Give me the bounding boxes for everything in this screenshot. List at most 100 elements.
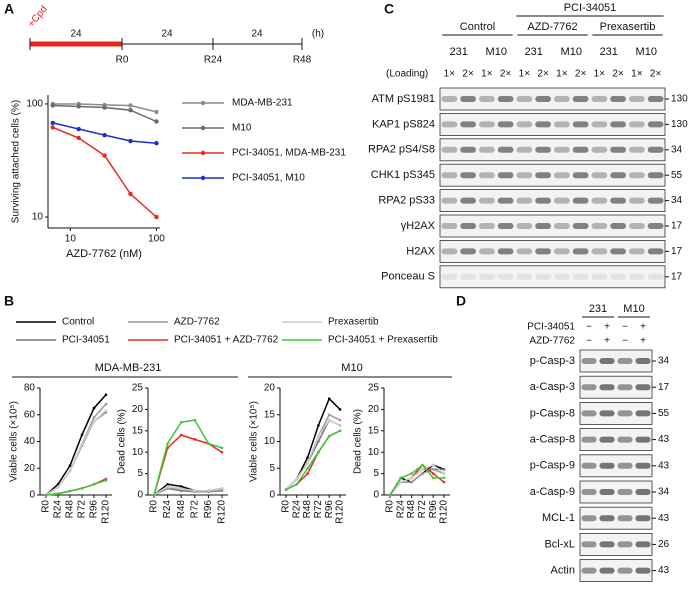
y-tick-label: 10 — [32, 212, 44, 223]
band — [629, 146, 645, 153]
y-tick-label: 0 — [373, 490, 379, 501]
band — [479, 172, 495, 179]
treatment-label: +Cpd — [26, 4, 50, 30]
group-header: Control — [460, 21, 495, 33]
mw-label: 130 — [671, 119, 688, 130]
legend-label: MDA-MB-231 — [232, 98, 293, 109]
point — [166, 442, 169, 445]
point — [128, 191, 133, 197]
band — [479, 273, 495, 280]
band — [647, 273, 664, 280]
band — [610, 273, 626, 280]
band — [581, 541, 597, 548]
x-tick-label: R0 — [385, 500, 396, 513]
band — [591, 197, 608, 204]
band — [629, 172, 645, 179]
point — [431, 463, 435, 467]
point — [56, 485, 60, 489]
y-axis-label: Surviving attached cells (%) — [11, 100, 22, 223]
legend-label: PCI-34051 — [62, 335, 110, 346]
mw-label: 55 — [671, 170, 683, 181]
x-tick-label: R96 — [89, 500, 100, 519]
band — [610, 197, 626, 204]
loading: 2× — [650, 69, 662, 80]
treatment-sign: − — [586, 336, 592, 347]
timeline: +Cpd 24 24 24 (h) R0 R24 R48 — [26, 4, 324, 66]
point — [327, 397, 331, 401]
band — [635, 436, 651, 443]
loading: 1× — [481, 69, 493, 80]
row-label: H2AX — [406, 245, 435, 257]
row-label: Ponceau S — [381, 271, 435, 283]
x-tick-label: R24 — [162, 500, 173, 519]
treatment-sign: + — [640, 322, 646, 333]
point — [76, 126, 81, 132]
loading-label: (Loading) — [386, 69, 428, 80]
mw-label: 34 — [658, 487, 670, 498]
point — [338, 418, 342, 422]
series-line — [285, 419, 341, 491]
band — [629, 273, 645, 280]
y-tick-label: 25 — [132, 383, 144, 394]
cell-line: 231 — [589, 303, 607, 315]
group-title: M10 — [341, 362, 362, 374]
series-line — [285, 419, 341, 491]
cell-line: M10 — [623, 303, 644, 315]
series-line — [45, 410, 107, 496]
point — [80, 487, 84, 490]
loading: 1× — [556, 69, 568, 80]
band — [572, 273, 589, 280]
row-label: a-Casp-8 — [530, 434, 575, 446]
x-tick-label: R48 — [406, 500, 417, 519]
x-tick-label: R120 — [439, 500, 450, 524]
point — [220, 450, 224, 454]
row-label: γH2AX — [401, 220, 436, 232]
cell-line: M10 — [486, 46, 507, 58]
band — [629, 96, 645, 102]
band — [581, 567, 597, 574]
point — [193, 418, 197, 422]
band — [635, 358, 651, 364]
point — [179, 433, 183, 437]
band — [635, 489, 651, 495]
point — [104, 393, 108, 396]
row-label: p-Casp-8 — [530, 407, 575, 419]
band — [635, 462, 651, 469]
point — [410, 476, 413, 480]
band — [497, 172, 514, 179]
band — [610, 121, 626, 128]
band — [635, 567, 651, 574]
band — [599, 489, 615, 495]
point — [102, 105, 107, 110]
band — [497, 223, 514, 229]
point — [102, 153, 107, 158]
band — [554, 172, 570, 179]
band — [460, 223, 476, 229]
treatment-sign: − — [622, 322, 628, 333]
duration: 24 — [70, 29, 82, 40]
band — [497, 121, 514, 128]
y-axis-label: Viable cells (×10⁵) — [9, 401, 20, 482]
x-tick-label: R0 — [41, 500, 52, 513]
band — [635, 515, 651, 522]
band — [591, 96, 608, 102]
row-label: RPA2 pS4/S8 — [368, 144, 435, 156]
band — [591, 172, 608, 179]
mw-label: 43 — [658, 460, 670, 471]
band — [591, 223, 608, 229]
point — [179, 485, 183, 488]
band — [572, 146, 589, 153]
point — [154, 109, 159, 115]
band — [591, 146, 608, 153]
y-tick-label: 15 — [264, 409, 276, 420]
point — [50, 103, 55, 108]
band — [635, 410, 651, 417]
x-tick-label: R72 — [417, 500, 428, 519]
panel-label: A — [4, 1, 14, 17]
point — [193, 489, 197, 493]
band — [479, 121, 495, 128]
y-tick-label: 10 — [264, 436, 276, 447]
band — [599, 358, 615, 364]
point — [295, 477, 299, 481]
band — [441, 172, 458, 179]
